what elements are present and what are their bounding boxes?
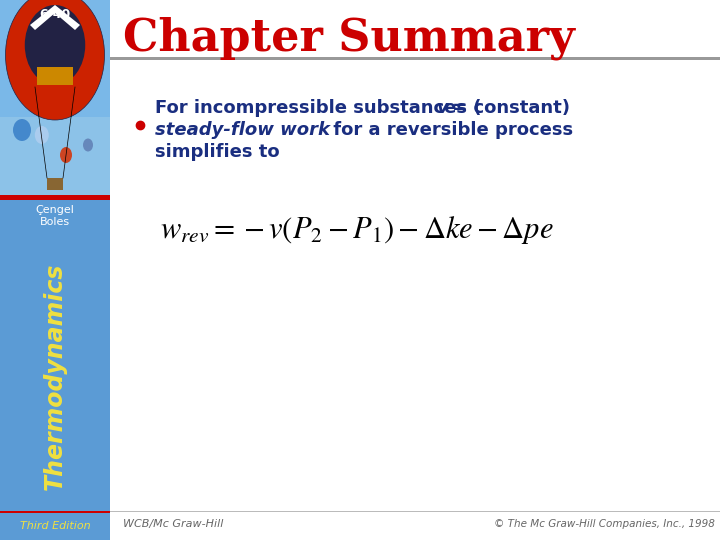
Bar [0, 200, 110, 512]
Text: = constant): = constant) [446, 99, 570, 117]
Text: © The Mc Graw-Hill Companies, Inc., 1998: © The Mc Graw-Hill Companies, Inc., 1998 [494, 519, 715, 529]
Polygon shape [30, 5, 80, 30]
Text: 6-40: 6-40 [40, 8, 71, 21]
Bar [37, 67, 73, 85]
Bar [0, 195, 110, 200]
Text: Third Edition: Third Edition [19, 521, 90, 531]
Bar [0, 0, 110, 195]
Ellipse shape [24, 5, 85, 85]
Bar [110, 57, 720, 60]
Bar [0, 512, 110, 540]
Text: For incompressible substances (: For incompressible substances ( [155, 99, 482, 117]
Text: v: v [437, 99, 449, 117]
Text: $w_{rev} = -v\left(P_2 - P_1\right) - \Delta ke - \Delta pe$: $w_{rev} = -v\left(P_2 - P_1\right) - \D… [160, 214, 554, 246]
Bar [0, 511, 110, 513]
Bar [110, 511, 720, 512]
Text: simplifies to: simplifies to [155, 143, 279, 161]
Bar [47, 178, 63, 190]
Ellipse shape [35, 126, 49, 144]
Ellipse shape [60, 147, 72, 163]
Text: for a reversible process: for a reversible process [327, 121, 573, 139]
Ellipse shape [13, 119, 31, 141]
Text: steady-flow work: steady-flow work [155, 121, 330, 139]
Bar [0, 117, 110, 195]
Text: Çengel
Boles: Çengel Boles [35, 205, 74, 227]
Ellipse shape [83, 138, 93, 152]
Text: WCB/Mc Graw-Hill: WCB/Mc Graw-Hill [123, 519, 223, 529]
Ellipse shape [6, 0, 104, 120]
Text: Chapter Summary: Chapter Summary [123, 16, 575, 59]
Text: Thermodynamics: Thermodynamics [43, 262, 67, 490]
